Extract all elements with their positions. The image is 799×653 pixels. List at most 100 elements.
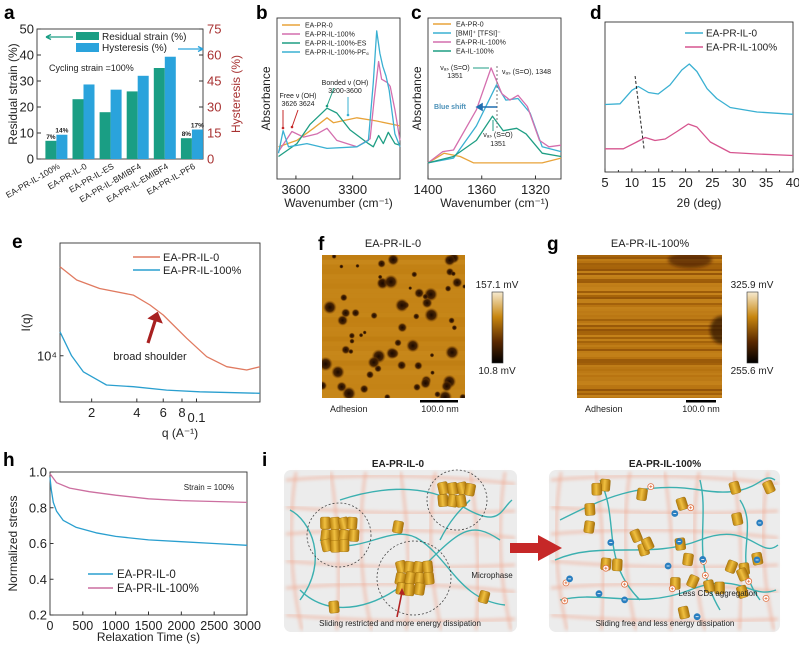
network-strand [550, 505, 779, 515]
afm-texture [577, 383, 722, 385]
x-tick-label: 40 [786, 175, 799, 190]
polymer-chain [699, 479, 721, 611]
y-tick-label: 0.8 [29, 500, 47, 515]
schematic-drawing [285, 469, 779, 631]
data-label: 14% [55, 128, 68, 135]
scalebar-f-label: 100.0 nm [421, 404, 459, 414]
network-strand [285, 505, 516, 515]
afm-domain-spot [414, 361, 423, 371]
afm-texture [577, 285, 722, 287]
x-axis-label: q (A⁻¹) [162, 426, 198, 440]
x-tick-label: 30 [732, 175, 746, 190]
cyclodextrin-ring [677, 605, 690, 620]
afm-texture [577, 389, 722, 391]
afm-texture [322, 360, 465, 366]
afm-texture [577, 275, 722, 277]
bar-hysteresis [56, 134, 68, 159]
afm-domain-spot [451, 324, 458, 331]
x-tick-label: 0.1 [187, 410, 205, 425]
cyclodextrin-ring [338, 539, 350, 552]
afm-texture [322, 307, 465, 313]
afm-texture [577, 369, 722, 371]
scalebar-g-label: 100.0 nm [682, 404, 720, 414]
afm-domain-spot [331, 255, 337, 259]
cyclodextrin-ring [413, 582, 426, 596]
afm-texture [577, 375, 722, 377]
afm-texture [322, 365, 465, 371]
series-line [427, 115, 562, 164]
afm-texture [577, 333, 722, 335]
schematic-panel-i: EA-PR-IL-0 EA-PR-IL-100% Microphase Slid… [284, 459, 780, 632]
legend-label: EA-PR-0 [456, 21, 484, 28]
sliding-arrow-icon [396, 591, 403, 618]
cyclodextrin-ring [629, 528, 643, 543]
cyclodextrin-ring [320, 516, 331, 530]
afm-texture [577, 265, 722, 267]
afm-texture [577, 323, 722, 325]
series-line [278, 117, 401, 148]
cyclodextrin-ring [641, 536, 655, 551]
aggregation-circle [426, 469, 488, 531]
cyclodextrin-ring [686, 574, 700, 589]
annotation: 1351 [447, 73, 463, 80]
legend-label: EA-PR-IL-100% [305, 31, 355, 38]
cyclodextrin-ring [728, 480, 742, 495]
afm-texture [577, 263, 722, 265]
afm-domain-spot [394, 339, 402, 347]
afm-texture [577, 259, 722, 261]
afm-domain-spot [340, 293, 348, 302]
y-axis-label: Residual strain (%) [6, 43, 20, 144]
afm-texture [577, 303, 722, 305]
schematic-left-box [284, 470, 517, 632]
afm-domain-spot [370, 312, 378, 320]
bar-residual-strain [180, 138, 192, 159]
afm-texture [577, 277, 722, 279]
afm-domain-spot [422, 293, 429, 300]
afm-texture [577, 363, 722, 365]
right-axis-arrow-icon [178, 45, 204, 53]
afm-texture [577, 283, 722, 285]
bar-hysteresis [137, 75, 149, 159]
schematic-right-title: EA-PR-IL-100% [629, 459, 701, 470]
plot-frame [59, 242, 261, 403]
afm-domain-spot [358, 332, 364, 338]
afm-domain-spot [339, 264, 344, 269]
panel-label-f: f [318, 234, 325, 255]
afm-domain-spot [387, 255, 400, 266]
series-line [427, 67, 562, 164]
series-line [604, 63, 794, 115]
cyclodextrin-ring [636, 487, 648, 501]
afm-domain-spot [397, 322, 408, 333]
afm-texture [577, 279, 722, 281]
afm-texture [577, 355, 722, 357]
afm-domain-spot [367, 356, 380, 369]
network-strand [429, 471, 443, 631]
afm-domain-spot [397, 360, 407, 370]
afm-domain-spot [383, 274, 399, 289]
afm-texture [577, 357, 722, 359]
afm-domain-spot [408, 286, 413, 291]
afm-domain-spot [351, 308, 360, 318]
microphase-label: Microphase [471, 571, 513, 580]
y-tick-label: 10 [20, 126, 34, 141]
arrow-head-icon [399, 588, 405, 595]
afm-texture [322, 394, 465, 398]
legend-label: EA-PR-IL-100% [456, 39, 506, 46]
x-tick-label: 35 [759, 175, 773, 190]
y-tick-label: 50 [20, 22, 34, 37]
cyclodextrin-ring [477, 590, 491, 604]
aggregation-circle [306, 502, 372, 568]
polymer-chain [319, 533, 506, 606]
network-strand [663, 471, 674, 631]
panel-label-b: b [256, 3, 268, 24]
panel-label-h: h [3, 450, 15, 471]
bar-residual-strain [45, 140, 57, 159]
cyclodextrin-ring [724, 559, 738, 574]
network-strand [550, 559, 779, 569]
afm-texture [322, 303, 465, 308]
y-axis-label: I(q) [19, 313, 33, 331]
arrow-head-icon [346, 113, 350, 117]
legend-label: Residual strain (%) [102, 32, 186, 43]
afm-domain-spot [459, 393, 465, 398]
